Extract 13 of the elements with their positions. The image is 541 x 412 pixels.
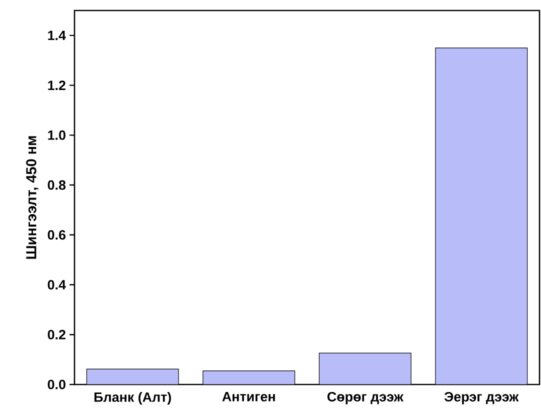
y-tick-label: 1.4 bbox=[48, 30, 66, 40]
y-tick-label: 0.8 bbox=[48, 180, 66, 190]
y-tick-label: 1.0 bbox=[48, 130, 66, 140]
y-tick-label: 1.2 bbox=[48, 80, 66, 90]
y-tick-label: 0.6 bbox=[48, 230, 66, 240]
x-tick-label: Эерэг дээж bbox=[444, 392, 519, 404]
y-tick-label: 0.2 bbox=[48, 330, 66, 340]
y-axis-title: Шингээлт, 450 нм bbox=[26, 136, 38, 259]
y-tick-label: 0.4 bbox=[48, 280, 66, 290]
y-tick-label: 0.0 bbox=[48, 380, 66, 390]
x-tick-label: Сөрөг дээж bbox=[327, 392, 404, 404]
x-tick-label: Бланк (Алт) bbox=[94, 392, 171, 405]
x-tick-label: Антиген bbox=[222, 392, 275, 402]
